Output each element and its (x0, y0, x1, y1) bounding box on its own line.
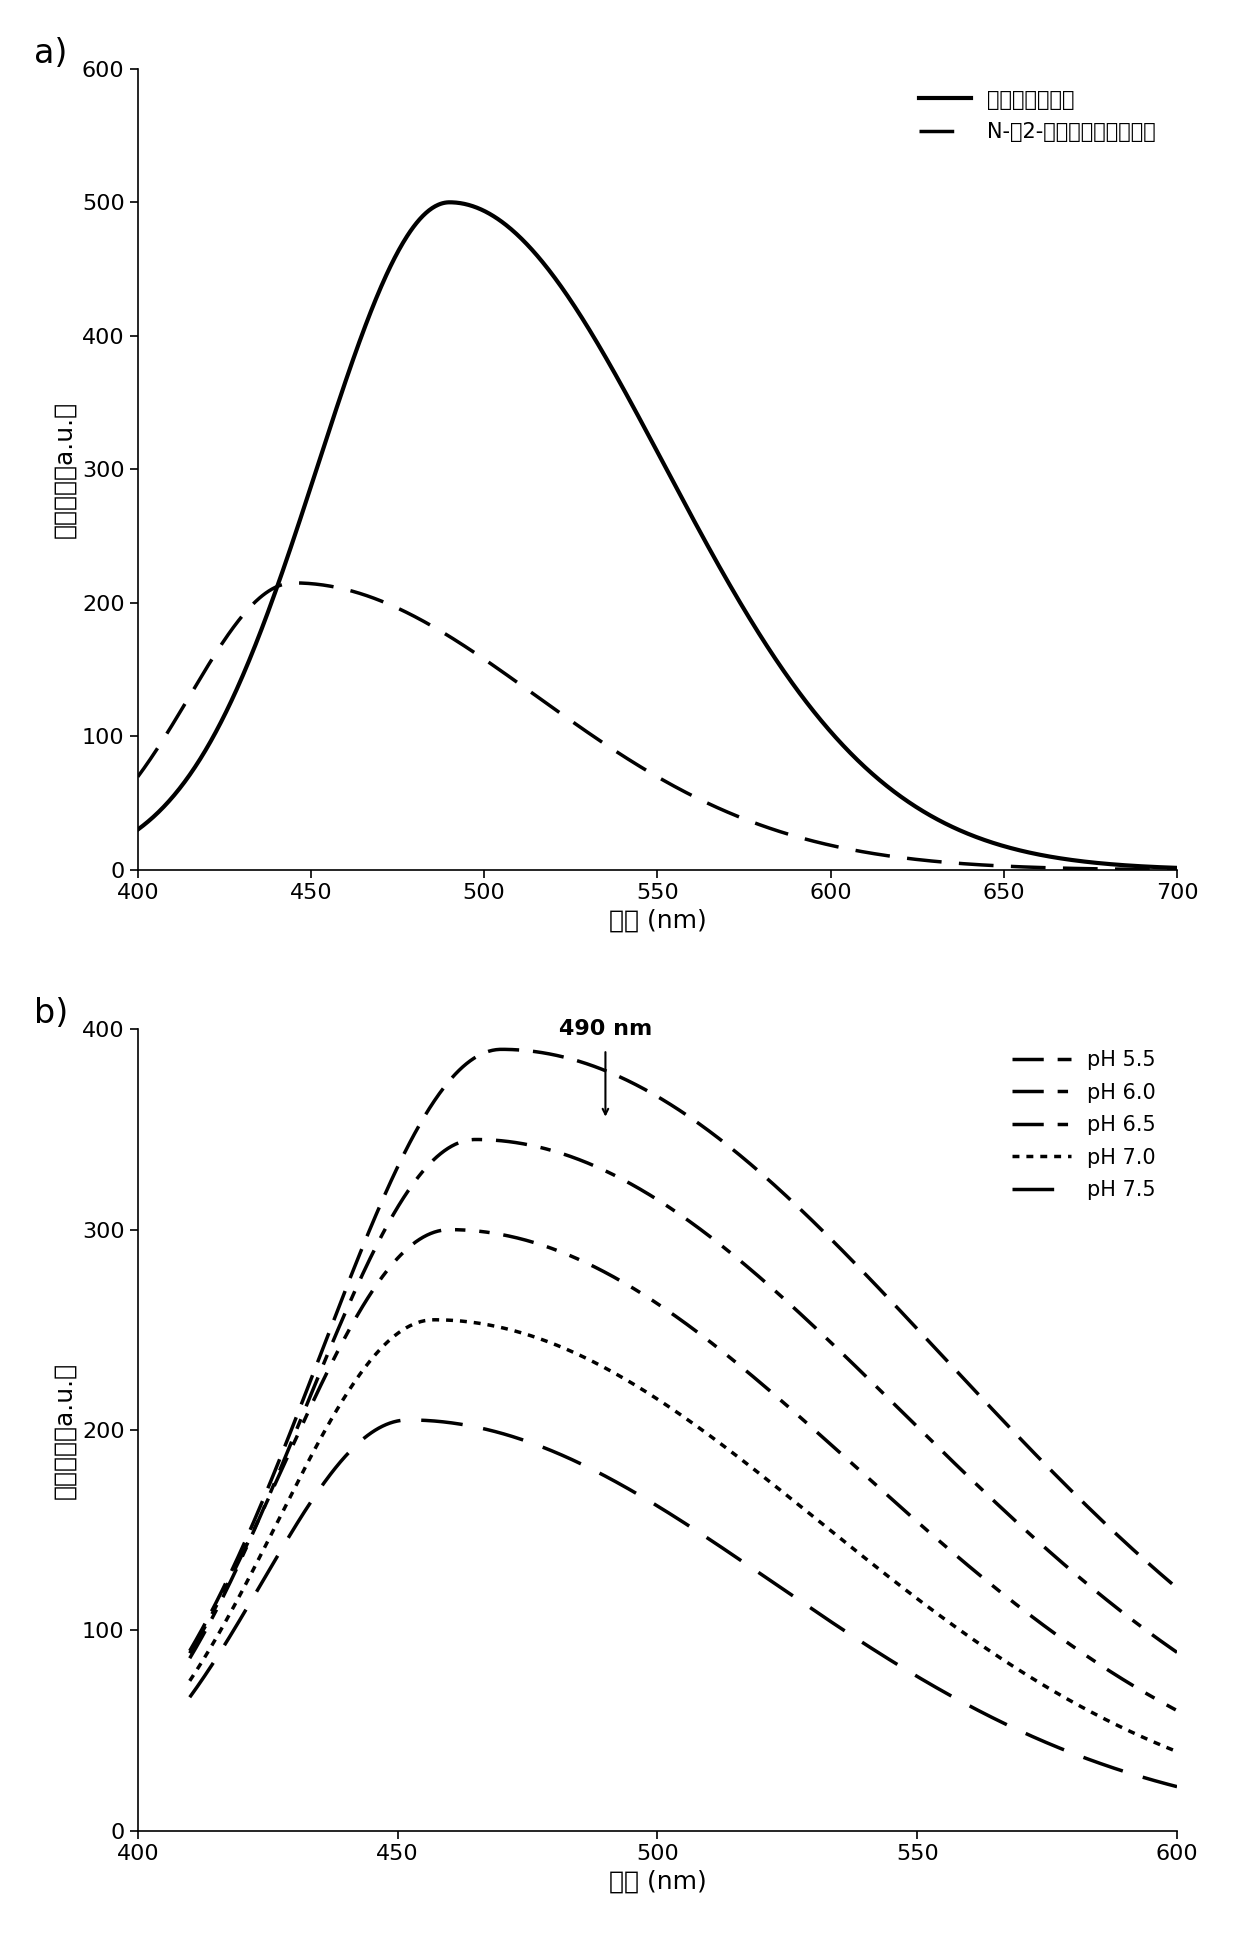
X-axis label: 波长 (nm): 波长 (nm) (609, 1869, 707, 1892)
Text: a): a) (33, 37, 67, 70)
X-axis label: 波长 (nm): 波长 (nm) (609, 909, 707, 933)
Text: 490 nm: 490 nm (559, 1020, 652, 1039)
Y-axis label: 荧光强度（a.u.）: 荧光强度（a.u.） (52, 1362, 77, 1498)
Y-axis label: 荧光强度（a.u.）: 荧光强度（a.u.） (52, 401, 77, 538)
Legend: pH 5.5, pH 6.0, pH 6.5, pH 7.0, pH 7.5: pH 5.5, pH 6.0, pH 6.5, pH 7.0, pH 7.5 (1002, 1039, 1167, 1211)
Text: b): b) (33, 997, 68, 1029)
Legend: 异丙基丙烯酰胺, N-（2-羟乙基）马来酰亚胺: 异丙基丙烯酰胺, N-（2-羟乙基）马来酰亚胺 (908, 79, 1167, 153)
